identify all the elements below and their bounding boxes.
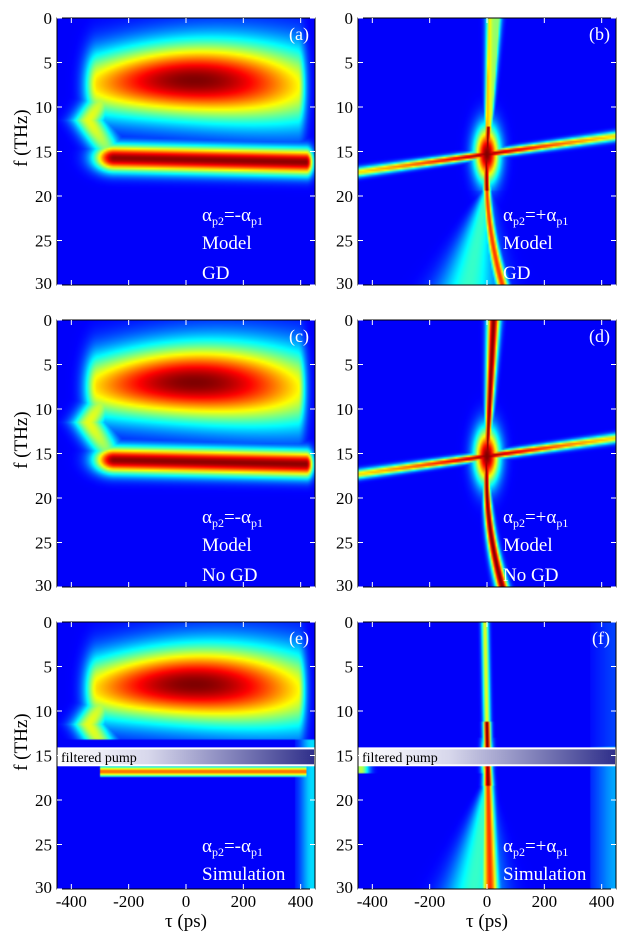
panel-line-e-0: Simulation xyxy=(202,864,286,885)
panel-line-f-0: Simulation xyxy=(503,864,587,885)
y-tick-label: 10 xyxy=(336,400,353,419)
y-tick-label: 5 xyxy=(345,356,354,375)
y-tick-label: 5 xyxy=(44,54,53,73)
panel-line-d-1: No GD xyxy=(503,565,558,586)
panel-e: filtered pump (e) αp2=-αp1 Simulation xyxy=(56,621,316,890)
x-axis-label: τ (ps) xyxy=(466,911,508,932)
y-tick-label: 15 xyxy=(35,747,52,766)
y-tick-label: 25 xyxy=(35,534,52,553)
x-tick-label: -400 xyxy=(357,892,388,911)
panel-line-c-1: No GD xyxy=(202,565,257,586)
panel-label-c: (c) xyxy=(289,326,309,347)
y-tick-label: 0 xyxy=(44,9,53,28)
y-tick-label: 25 xyxy=(336,534,353,553)
condition-e: αp2=-αp1 xyxy=(202,836,263,859)
y-tick-label: 10 xyxy=(336,702,353,721)
y-tick-label: 25 xyxy=(336,232,353,251)
y-tick-label: 0 xyxy=(44,613,53,632)
x-tick-label: 400 xyxy=(288,892,314,911)
y-tick-label: 15 xyxy=(336,143,353,162)
x-tick-label: 200 xyxy=(231,892,257,911)
y-tick-label: 30 xyxy=(336,576,353,595)
heatmap-d xyxy=(358,320,616,587)
heatmap-a xyxy=(57,18,315,285)
x-tick-label: -200 xyxy=(113,892,144,911)
y-axis-label: f (THz) xyxy=(11,109,32,167)
panel-a: (a) αp2=-αp1 Model GD xyxy=(56,17,316,286)
panel-label-a: (a) xyxy=(289,24,309,45)
panel-f: filtered pump (f) αp2=+αp1 Simulation xyxy=(357,621,617,890)
panel-b: (b) αp2=+αp1 Model GD xyxy=(357,17,617,286)
panel-line-a-0: Model xyxy=(202,233,252,254)
filtered-pump-label: filtered pump xyxy=(61,751,137,766)
panel-c: (c) αp2=-αp1 Model No GD xyxy=(56,319,316,588)
y-tick-label: 15 xyxy=(336,747,353,766)
y-tick-label: 20 xyxy=(336,791,353,810)
y-tick-label: 0 xyxy=(44,311,53,330)
y-tick-label: 25 xyxy=(35,232,52,251)
panel-line-b-1: GD xyxy=(503,263,530,284)
condition-a: αp2=-αp1 xyxy=(202,205,263,228)
y-tick-label: 5 xyxy=(44,658,53,677)
panel-label-e: (e) xyxy=(289,628,309,649)
y-tick-label: 20 xyxy=(35,791,52,810)
y-tick-label: 15 xyxy=(336,445,353,464)
panel-label-f: (f) xyxy=(592,628,610,649)
x-tick-label: 0 xyxy=(483,892,492,911)
condition-c: αp2=-αp1 xyxy=(202,507,263,530)
y-tick-label: 30 xyxy=(35,878,52,897)
y-tick-label: 0 xyxy=(345,9,354,28)
y-tick-label: 15 xyxy=(35,445,52,464)
panel-line-b-0: Model xyxy=(503,233,553,254)
y-tick-label: 10 xyxy=(336,98,353,117)
heatmap-b xyxy=(358,18,616,285)
x-tick-label: 400 xyxy=(589,892,615,911)
y-tick-label: 25 xyxy=(336,836,353,855)
y-tick-label: 0 xyxy=(345,613,354,632)
y-tick-label: 15 xyxy=(35,143,52,162)
y-tick-label: 30 xyxy=(35,274,52,293)
y-tick-label: 20 xyxy=(35,187,52,206)
y-tick-label: 10 xyxy=(35,702,52,721)
panel-label-d: (d) xyxy=(589,326,610,347)
y-tick-label: 5 xyxy=(345,54,354,73)
y-tick-label: 30 xyxy=(35,576,52,595)
y-tick-label: 10 xyxy=(35,400,52,419)
condition-d: αp2=+αp1 xyxy=(503,507,568,530)
y-tick-label: 10 xyxy=(35,98,52,117)
panel-d: (d) αp2=+αp1 Model No GD xyxy=(357,319,617,588)
y-tick-label: 5 xyxy=(44,356,53,375)
y-tick-label: 30 xyxy=(336,274,353,293)
y-tick-label: 25 xyxy=(35,836,52,855)
y-tick-label: 5 xyxy=(345,658,354,677)
y-tick-label: 20 xyxy=(336,187,353,206)
heatmap-c xyxy=(57,320,315,587)
filtered-pump-label: filtered pump xyxy=(362,751,438,766)
y-tick-label: 30 xyxy=(336,878,353,897)
panel-label-b: (b) xyxy=(589,24,610,45)
panel-line-a-1: GD xyxy=(202,263,229,284)
y-tick-label: 0 xyxy=(345,311,354,330)
x-tick-label: -400 xyxy=(56,892,87,911)
condition-f: αp2=+αp1 xyxy=(503,836,568,859)
x-axis-label: τ (ps) xyxy=(165,911,207,932)
y-axis-label: f (THz) xyxy=(11,411,32,469)
x-tick-label: -200 xyxy=(414,892,445,911)
condition-b: αp2=+αp1 xyxy=(503,205,568,228)
panel-line-d-0: Model xyxy=(503,535,553,556)
x-tick-label: 0 xyxy=(182,892,191,911)
y-axis-label: f (THz) xyxy=(11,713,32,771)
y-tick-label: 20 xyxy=(35,489,52,508)
panel-line-c-0: Model xyxy=(202,535,252,556)
x-tick-label: 200 xyxy=(532,892,558,911)
y-tick-label: 20 xyxy=(336,489,353,508)
